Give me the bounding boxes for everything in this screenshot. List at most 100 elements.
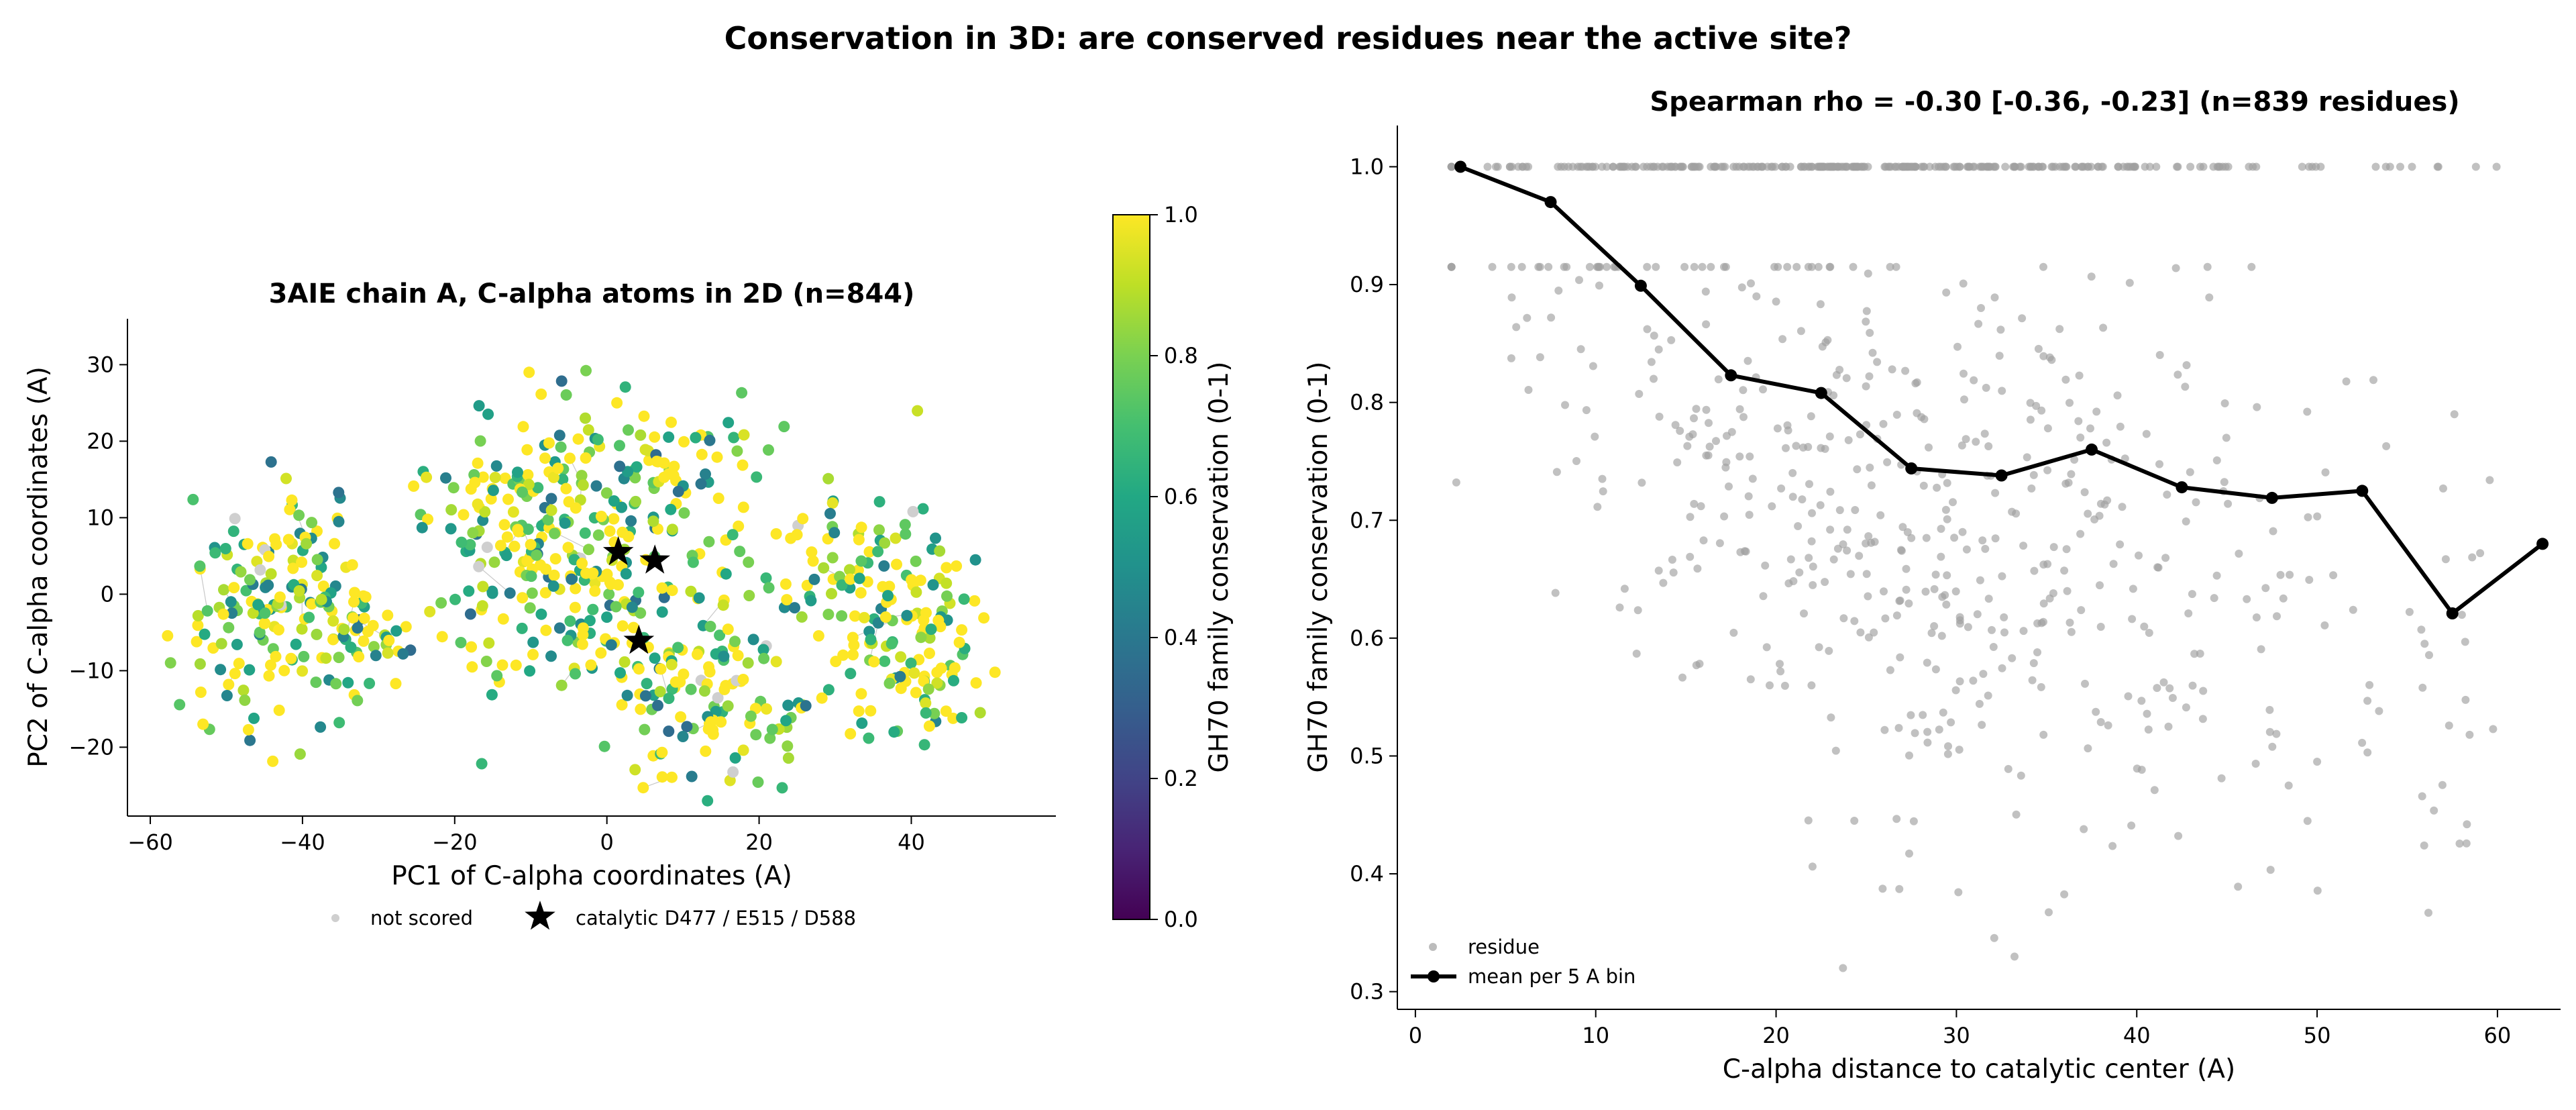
residue-point: [2096, 499, 2105, 508]
residue-point: [1799, 443, 1807, 452]
residue-point: [2067, 627, 2076, 636]
ca-point: [244, 574, 256, 586]
residue-point: [1826, 262, 1835, 271]
ca-point: [822, 684, 835, 696]
x-tick-label: 0: [1409, 1023, 1422, 1048]
ca-point: [702, 795, 714, 807]
residue-point: [1903, 528, 1912, 536]
residue-point: [1957, 441, 1966, 450]
residue-point: [1752, 292, 1761, 301]
residue-point: [1864, 592, 1872, 601]
ca-point: [970, 677, 982, 689]
ca-point: [656, 771, 668, 783]
residue-point: [1941, 162, 1949, 171]
residue-point: [2087, 272, 2096, 281]
residue-point: [1647, 358, 1656, 366]
ca-point: [712, 493, 724, 504]
residue-point: [1712, 437, 1720, 446]
y-ticks: 0.3 0.4 0.5 0.6 0.7 0.8 0.9 1.0: [1350, 154, 1397, 1005]
residue-point: [1817, 444, 1825, 452]
x-tick-label: −20: [432, 829, 478, 855]
ca-point: [901, 609, 913, 621]
ca-point: [677, 731, 689, 742]
ca-point: [858, 611, 870, 623]
ca-point: [539, 587, 551, 599]
y-tick-label: −20: [68, 734, 114, 760]
residue-point: [2196, 650, 2204, 658]
ca-point: [637, 782, 649, 794]
ca-point: [474, 435, 486, 447]
ca-point: [853, 572, 865, 585]
ca-point: [949, 662, 961, 674]
ca-point: [747, 634, 759, 646]
ca-point: [477, 581, 489, 593]
ca-point: [639, 690, 651, 702]
residue-point: [1892, 411, 1901, 419]
ca-point: [242, 723, 254, 736]
ca-point: [248, 712, 260, 724]
ca-point: [665, 416, 677, 428]
residue-point: [1856, 430, 1864, 439]
ca-point: [531, 549, 543, 561]
residue-point: [1747, 279, 1755, 288]
ca-point: [494, 540, 506, 552]
ca-point: [789, 602, 800, 614]
ca-point: [383, 634, 395, 646]
ca-point: [320, 652, 332, 664]
residue-point: [1680, 262, 1689, 271]
residue-point: [1867, 481, 1876, 490]
ca-point: [873, 496, 885, 508]
ca-point: [333, 515, 345, 527]
residue-point: [1973, 610, 1982, 619]
residue-point: [1772, 297, 1780, 306]
ca-point: [217, 608, 229, 620]
ca-point: [194, 560, 206, 572]
ca-point: [547, 580, 559, 592]
residue-point: [1833, 544, 1842, 553]
residue-point: [2010, 162, 2019, 171]
residue-point: [1621, 162, 1629, 171]
residue-point: [1943, 515, 1951, 523]
ca-point: [226, 607, 238, 619]
ca-point: [287, 562, 299, 574]
ca-point: [463, 585, 475, 597]
residue-point: [1809, 562, 1817, 571]
residue-point: [1905, 849, 1913, 858]
mean-bin-marker: [2265, 491, 2278, 504]
ca-point: [416, 521, 428, 534]
residue-point: [1996, 325, 2005, 334]
residue-point: [1808, 509, 1816, 517]
residue-point: [2026, 399, 2035, 407]
residue-point: [1951, 686, 1960, 695]
ca-point: [752, 776, 764, 788]
residue-point: [2129, 585, 2137, 593]
residue-point: [1930, 585, 1939, 593]
ca-point: [930, 532, 941, 544]
ca-point: [162, 629, 174, 642]
residue-point: [1955, 677, 1964, 686]
residue-point: [2010, 952, 2019, 961]
ca-point: [879, 537, 891, 549]
ca-point: [209, 547, 221, 559]
residue-point: [1923, 727, 1932, 736]
residue-point: [2182, 703, 2190, 712]
ca-point: [751, 471, 763, 483]
residue-point: [1582, 406, 1591, 415]
residue-point: [1870, 628, 1878, 637]
residue-point: [1659, 162, 1668, 171]
ca-point: [547, 471, 559, 483]
ca-point: [612, 579, 624, 591]
ca-point: [353, 651, 365, 663]
residue-point: [2028, 676, 2037, 685]
residue-point: [2039, 262, 2047, 271]
residue-point: [1958, 527, 1967, 536]
residue-point: [2140, 622, 2149, 631]
ca-point: [215, 638, 227, 650]
ca-point: [619, 656, 631, 668]
ca-point: [237, 685, 250, 697]
residue-point: [1595, 262, 1603, 271]
residue-point: [2251, 760, 2260, 768]
residue-point: [2212, 571, 2221, 580]
colorbar-tick-label: 0.4: [1164, 625, 1198, 650]
residue-point: [1909, 817, 1918, 825]
